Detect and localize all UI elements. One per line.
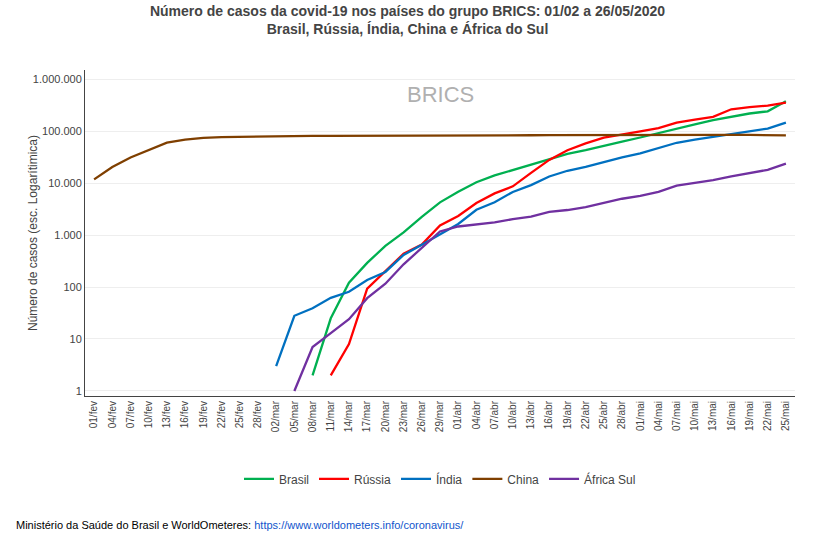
svg-text:China: China bbox=[507, 473, 539, 487]
svg-text:10/fev: 10/fev bbox=[143, 401, 154, 428]
svg-text:14/mar: 14/mar bbox=[343, 400, 354, 432]
svg-text:07/mai: 07/mai bbox=[671, 401, 682, 431]
svg-text:10/abr: 10/abr bbox=[507, 400, 518, 429]
svg-text:22/fev: 22/fev bbox=[216, 401, 227, 428]
svg-text:Número de casos (esc. Logaríti: Número de casos (esc. Logarítimica) bbox=[26, 135, 40, 331]
svg-text:08/mar: 08/mar bbox=[307, 400, 318, 432]
svg-text:25/fev: 25/fev bbox=[234, 401, 245, 428]
svg-text:Ministério da Saúde do Brasil: Ministério da Saúde do Brasil e WorldOme… bbox=[16, 519, 464, 531]
svg-text:07/abr: 07/abr bbox=[489, 400, 500, 429]
svg-text:11/mar: 11/mar bbox=[325, 400, 336, 431]
svg-text:1: 1 bbox=[76, 385, 82, 397]
svg-text:13/fev: 13/fev bbox=[161, 401, 172, 428]
svg-text:África Sul: África Sul bbox=[584, 472, 635, 487]
svg-text:16/mai: 16/mai bbox=[726, 401, 737, 431]
svg-text:23/mar: 23/mar bbox=[398, 400, 409, 432]
svg-text:10/mai: 10/mai bbox=[689, 401, 700, 431]
svg-text:Índia: Índia bbox=[436, 472, 462, 487]
svg-text:01/abr: 01/abr bbox=[452, 400, 463, 429]
svg-text:Rússia: Rússia bbox=[354, 473, 391, 487]
svg-text:1.000.000: 1.000.000 bbox=[33, 73, 82, 85]
svg-text:19/mai: 19/mai bbox=[744, 401, 755, 431]
svg-text:Número de casos da covid-19 no: Número de casos da covid-19 nos países d… bbox=[150, 3, 665, 37]
svg-text:04/mai: 04/mai bbox=[653, 401, 664, 431]
svg-text:17/mar: 17/mar bbox=[361, 400, 372, 432]
svg-text:04/abr: 04/abr bbox=[471, 400, 482, 429]
svg-text:100: 100 bbox=[63, 281, 81, 293]
svg-text:13/abr: 13/abr bbox=[525, 400, 536, 429]
svg-text:100.000: 100.000 bbox=[42, 125, 82, 137]
svg-text:01/mai: 01/mai bbox=[635, 401, 646, 431]
svg-text:28/abr: 28/abr bbox=[616, 400, 627, 429]
svg-text:Brasil: Brasil bbox=[279, 473, 309, 487]
svg-text:19/abr: 19/abr bbox=[562, 400, 573, 429]
svg-text:04/fev: 04/fev bbox=[107, 401, 118, 428]
svg-text:02/mar: 02/mar bbox=[270, 400, 281, 432]
svg-text:16/abr: 16/abr bbox=[543, 400, 554, 429]
svg-text:28/fev: 28/fev bbox=[252, 401, 263, 428]
svg-text:22/mai: 22/mai bbox=[762, 401, 773, 431]
svg-text:1.000: 1.000 bbox=[54, 229, 82, 241]
svg-text:01/fev: 01/fev bbox=[88, 401, 99, 428]
svg-text:20/mar: 20/mar bbox=[380, 400, 391, 432]
svg-text:07/fev: 07/fev bbox=[125, 401, 136, 428]
svg-text:26/mar: 26/mar bbox=[416, 400, 427, 432]
svg-text:10: 10 bbox=[70, 333, 82, 345]
svg-text:25/abr: 25/abr bbox=[598, 400, 609, 429]
svg-text:BRICS: BRICS bbox=[407, 82, 474, 107]
svg-text:05/mar: 05/mar bbox=[289, 400, 300, 432]
svg-text:13/mai: 13/mai bbox=[707, 401, 718, 431]
svg-text:25/mai: 25/mai bbox=[780, 401, 791, 431]
svg-text:10.000: 10.000 bbox=[48, 177, 82, 189]
svg-text:16/fev: 16/fev bbox=[179, 401, 190, 428]
svg-text:29/mar: 29/mar bbox=[434, 400, 445, 432]
svg-text:19/fev: 19/fev bbox=[198, 401, 209, 428]
svg-text:22/abr: 22/abr bbox=[580, 400, 591, 429]
